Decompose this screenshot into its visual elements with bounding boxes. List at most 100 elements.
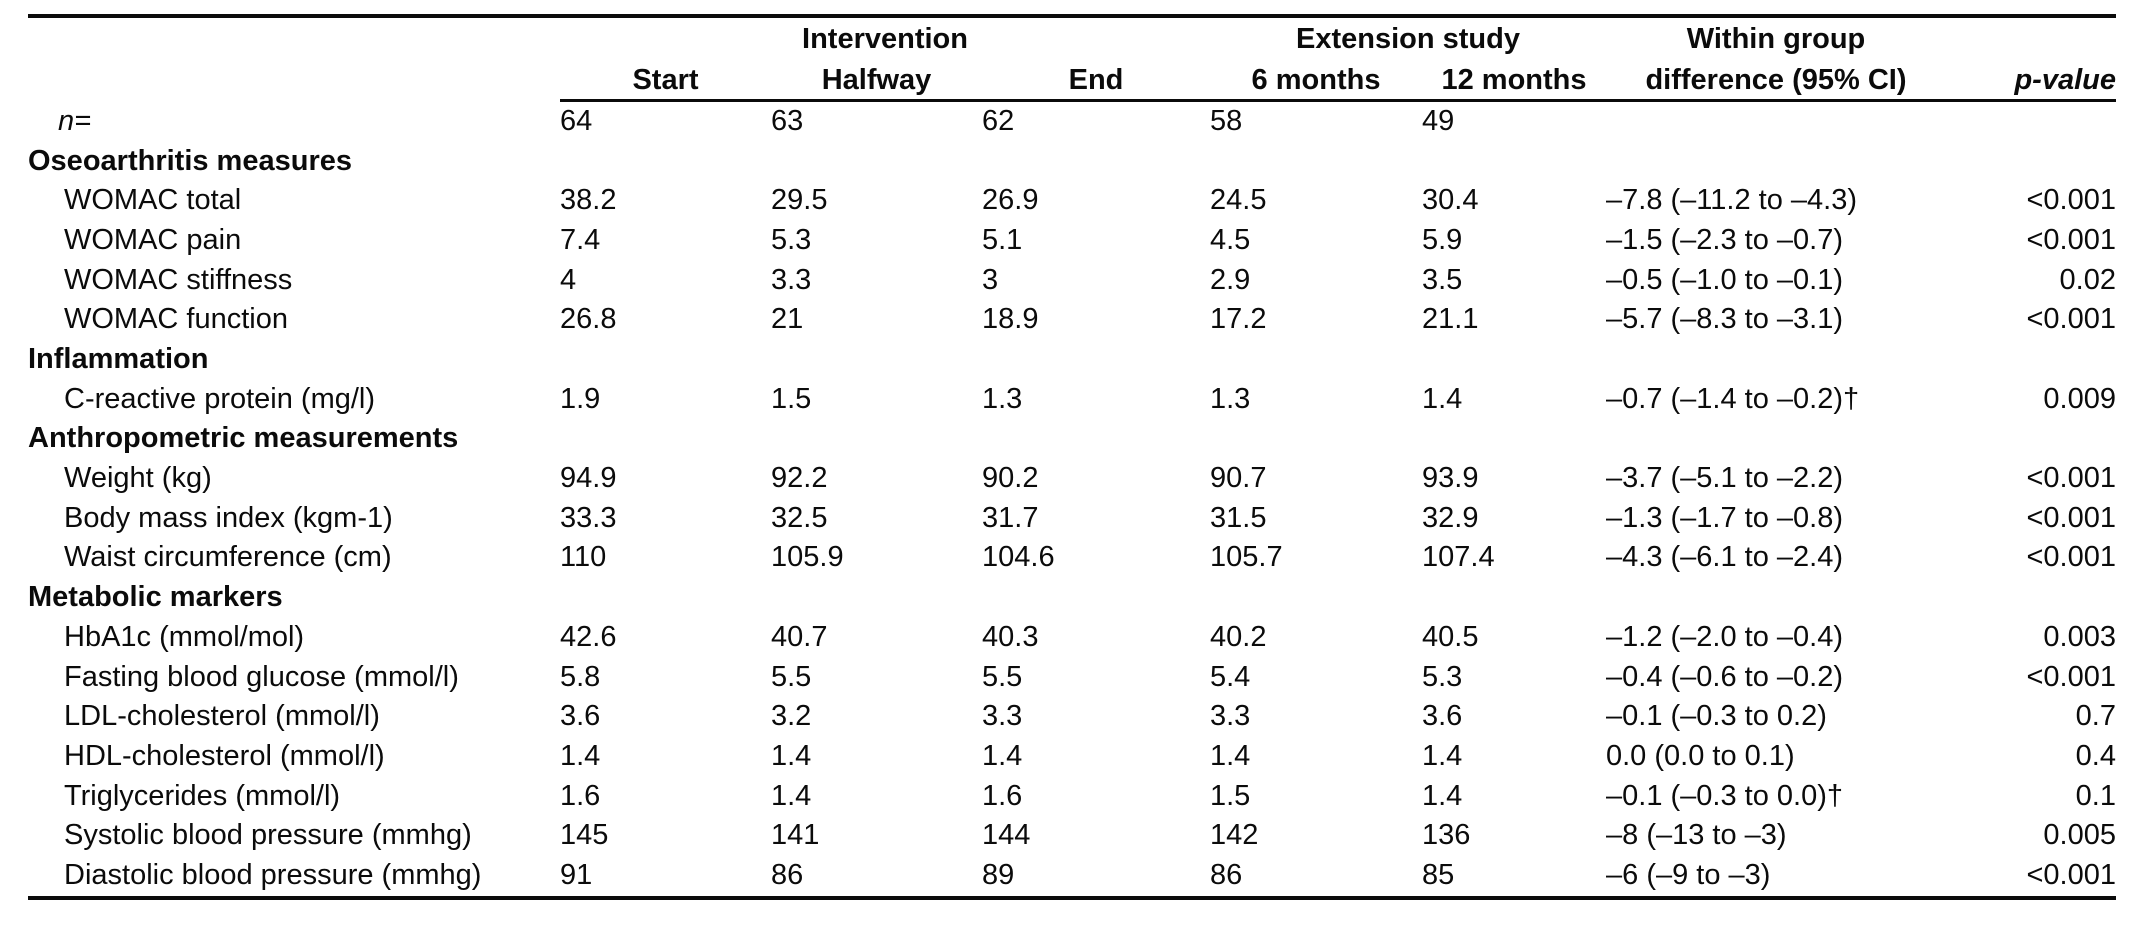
value-cell: 2.9 [1210, 263, 1251, 296]
within-group-difference-cell: –3.7 (–5.1 to –2.2) [1606, 462, 1843, 495]
header-group-row: Intervention Extension study Within grou… [28, 18, 2116, 62]
value-cell: 1.5 [771, 382, 812, 415]
value-cell: 40.7 [771, 620, 828, 653]
value-cell: 104.6 [982, 541, 1055, 574]
p-value-cell: 0.02 [2059, 263, 2116, 296]
value-cell: 145 [560, 819, 609, 852]
section-header-row: Oseoarthritis measures [28, 142, 2116, 182]
value-cell: 1.3 [982, 382, 1023, 415]
value-cell: 1.4 [1422, 382, 1463, 415]
value-cell: 5.8 [560, 660, 601, 693]
row-label: LDL-cholesterol (mmol/l) [64, 700, 380, 733]
value-cell: 3.6 [560, 700, 601, 733]
row-label: HDL-cholesterol (mmol/l) [64, 739, 385, 772]
value-cell: 142 [1210, 819, 1259, 852]
p-value-cell: <0.001 [2026, 184, 2116, 217]
row-label: WOMAC pain [64, 223, 242, 256]
column-header-end: End [1068, 63, 1124, 96]
value-cell: 1.3 [1210, 382, 1251, 415]
p-value-cell: <0.001 [2026, 660, 2116, 693]
value-cell: 105.9 [771, 541, 844, 574]
table-row: Weight (kg) 94.9 92.2 90.2 90.7 93.9 –3.7 (–5.… [28, 459, 2116, 499]
within-group-difference-cell: –7.8 (–11.2 to –4.3) [1606, 184, 1857, 217]
value-cell: 5.1 [982, 223, 1023, 256]
within-group-difference-cell: –8 (–13 to –3) [1606, 819, 1787, 852]
table-row: Triglycerides (mmol/l) 1.6 1.4 1.6 1.5 1.4 –0.… [28, 777, 2116, 817]
row-label: C-reactive protein (mg/l) [64, 382, 376, 415]
value-cell: 7.4 [560, 223, 601, 256]
value-cell: 24.5 [1210, 184, 1267, 217]
value-cell: 4.5 [1210, 223, 1251, 256]
column-group-extension-study: Extension study [1296, 23, 1520, 56]
row-label: WOMAC stiffness [64, 263, 293, 296]
row-label: Fasting blood glucose (mmol/l) [64, 660, 459, 693]
value-cell: 3.3 [982, 700, 1023, 733]
value-cell: 5.5 [771, 660, 812, 693]
p-value-cell: 0.003 [2043, 620, 2116, 653]
table-row: LDL-cholesterol (mmol/l) 3.6 3.2 3.3 3.3 3.6 –… [28, 697, 2116, 737]
table-body: n= 64 63 62 58 49 Oseoarthritis measures WOMAC … [28, 102, 2116, 896]
p-value-cell: <0.001 [2026, 501, 2116, 534]
value-cell: 1.4 [1422, 779, 1463, 812]
p-value-cell: <0.001 [2026, 462, 2116, 495]
column-header-within-group-difference: difference (95% CI) [1645, 63, 1907, 96]
within-group-difference-cell: –0.7 (–1.4 to –0.2)† [1606, 382, 1860, 415]
p-value-cell: <0.001 [2026, 223, 2116, 256]
value-cell: 4 [560, 263, 577, 296]
p-value-cell: <0.001 [2026, 858, 2116, 891]
value-cell: 26.9 [982, 184, 1039, 217]
value-cell: 1.4 [560, 739, 601, 772]
row-label: Waist circumference (cm) [64, 541, 392, 574]
value-cell: 5.4 [1210, 660, 1251, 693]
p-value-cell: 0.1 [2075, 779, 2116, 812]
value-cell: 29.5 [771, 184, 828, 217]
value-cell: 40.3 [982, 620, 1039, 653]
column-header-12-months: 12 months [1441, 63, 1587, 96]
table-row: Fasting blood glucose (mmol/l) 5.8 5.5 5.5 5… [28, 658, 2116, 698]
row-label: Triglycerides (mmol/l) [64, 779, 341, 812]
value-cell: 17.2 [1210, 303, 1267, 336]
value-cell: 5.3 [771, 223, 812, 256]
value-cell: 62 [982, 104, 1015, 137]
column-header-p-value: p-value [2014, 63, 2116, 96]
table-row: WOMAC total 38.2 29.5 26.9 24.5 30.4 –7.8 (–11… [28, 181, 2116, 221]
column-header-halfway: Halfway [821, 63, 932, 96]
value-cell: 3.2 [771, 700, 812, 733]
value-cell: 49 [1422, 104, 1455, 137]
value-cell: 93.9 [1422, 462, 1479, 495]
row-label: Metabolic markers [28, 581, 283, 614]
column-header-6-months: 6 months [1251, 63, 1381, 96]
value-cell: 141 [771, 819, 820, 852]
value-cell: 3.3 [1210, 700, 1251, 733]
table-row: WOMAC function 26.8 21 18.9 17.2 21.1 –5.7 (–8… [28, 300, 2116, 340]
table-row: HbA1c (mmol/mol) 42.6 40.7 40.3 40.2 40.5 –1.2… [28, 618, 2116, 658]
p-value-cell: 0.7 [2075, 700, 2116, 733]
value-cell: 1.5 [1210, 779, 1251, 812]
value-cell: 21.1 [1422, 303, 1479, 336]
value-cell: 1.6 [560, 779, 601, 812]
table-row: C-reactive protein (mg/l) 1.9 1.5 1.3 1.3 1.4… [28, 380, 2116, 420]
value-cell: 38.2 [560, 184, 617, 217]
within-group-difference-cell: 0.0 (0.0 to 0.1) [1606, 739, 1795, 772]
table-row: Waist circumference (cm) 110 105.9 104.6 105… [28, 539, 2116, 579]
value-cell: 5.5 [982, 660, 1023, 693]
within-group-difference-cell: –0.5 (–1.0 to –0.1) [1606, 263, 1843, 296]
value-cell: 1.9 [560, 382, 601, 415]
within-group-difference-cell: –1.2 (–2.0 to –0.4) [1606, 620, 1843, 653]
within-group-difference-cell: –5.7 (–8.3 to –3.1) [1606, 303, 1843, 336]
row-label: Inflammation [28, 343, 209, 376]
value-cell: 107.4 [1422, 541, 1495, 574]
table-bottom-rule [28, 895, 2116, 900]
table-row: WOMAC stiffness 4 3.3 3 2.9 3.5 –0.5 (–1.0 to … [28, 261, 2116, 301]
value-cell: 3.6 [1422, 700, 1463, 733]
value-cell: 5.3 [1422, 660, 1463, 693]
value-cell: 105.7 [1210, 541, 1283, 574]
value-cell: 32.5 [771, 501, 828, 534]
value-cell: 40.2 [1210, 620, 1267, 653]
table-top-rule [28, 14, 2116, 18]
within-group-difference-cell: –6 (–9 to –3) [1606, 858, 1771, 891]
header-columns-row: Start Halfway End 6 months 12 months dif… [28, 62, 2116, 99]
value-cell: 3 [982, 263, 999, 296]
value-cell: 3.5 [1422, 263, 1463, 296]
value-cell: 1.4 [1210, 739, 1251, 772]
